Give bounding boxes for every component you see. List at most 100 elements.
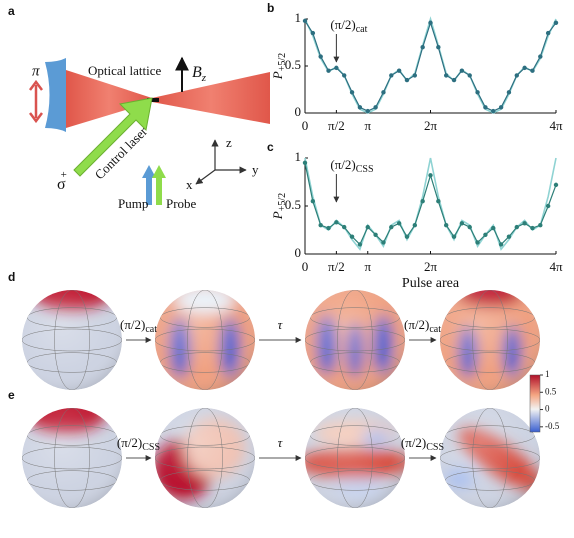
probe-beam [152,165,166,205]
data-point [357,242,363,247]
panel-label: c [267,140,274,154]
data-point [459,221,465,226]
x-tick-label: 0 [302,259,309,274]
data-point [522,65,527,71]
data-point [491,108,496,114]
step-subscript: CSS [426,442,444,453]
step-subscript: cat [145,324,157,335]
data-point [373,105,378,110]
panel-label: d [8,270,15,284]
y-tick-label: 1 [295,10,302,25]
data-point [349,90,355,95]
y-label-subscript: +5/2 [277,193,288,211]
data-point [451,234,457,239]
sphere [22,408,122,508]
y-axis-label: P+5/2 [270,53,288,80]
data-point [498,242,504,247]
step-label: (π/2)CSS [401,435,444,453]
data-point [396,221,402,226]
step-label: τ [278,317,284,332]
series-line [304,20,557,112]
data-point [545,203,551,209]
data-point [553,182,559,188]
meridian [337,290,373,390]
annotation-text: (π/2) [330,17,355,32]
x-tick-label: 4π [549,259,563,274]
data-point [475,240,480,245]
axis-z-label: z [226,135,232,150]
y-label-symbol: P [270,211,285,220]
x-tick-label: π/2 [328,118,345,133]
annotation: (π/2)cat [330,17,367,35]
field-subscript: z [201,72,207,84]
latitude [22,446,122,470]
series-line [304,16,557,114]
data-point [436,199,441,204]
data-point [428,20,433,25]
sigma-sup: + [61,169,67,181]
y-tick-label: 1 [295,149,302,164]
sigma: σ [57,176,66,193]
sphere-shade [155,408,255,508]
sphere [155,290,255,390]
latitude [310,470,400,491]
latitude [27,425,117,446]
y-axis-label: P+5/2 [270,193,288,220]
data-point [326,225,331,231]
data-point [514,73,519,78]
data-point [389,224,394,230]
sphere-shade [155,290,255,390]
data-point [318,223,323,228]
annotation-subscript: CSS [356,164,374,175]
sphere-shade [440,408,540,508]
latitude [310,307,400,328]
x-tick-label: π [364,118,371,133]
data-point [420,45,425,50]
latitude [155,328,255,352]
lattice-beam [66,70,152,128]
latitude [440,446,540,470]
control-laser [73,97,153,177]
y-tick-label: 0 [295,104,302,119]
data-point [506,90,512,95]
step-label: (π/2)cat [120,317,157,335]
latitude [445,470,535,491]
sphere [440,290,540,390]
panel-label: b [267,1,274,15]
data-point [310,30,316,36]
data-point [483,105,488,110]
data-point [389,73,394,78]
data-point [381,240,386,245]
axis-x-label: x [186,177,193,192]
data-point [538,54,543,59]
sphere-shade [305,408,405,508]
latitude [27,307,117,328]
data-point [396,68,402,73]
data-point [530,225,535,231]
panel-label: a [8,4,15,18]
colorbar-tick-label: -0.5 [545,421,560,431]
axes-triad [195,139,247,185]
polarization-label: σ+ [57,169,67,193]
colorbar-tick-label: 1 [545,369,550,379]
x-tick-label: 4π [549,118,563,133]
x-tick-label: π [364,259,371,274]
data-point [404,234,410,239]
meridian [187,408,223,508]
latitude [160,470,250,491]
lattice-label: Optical lattice [88,63,162,78]
data-point [538,223,543,228]
panel-a: a π Optical lattice Bz Control laser σ+ … [8,4,270,211]
latitude [445,352,535,373]
meridian [337,408,373,508]
data-point [412,73,418,78]
y-tick-label: 0.5 [285,197,301,212]
atoms [147,98,159,102]
data-point [412,223,418,228]
latitude [22,328,122,352]
data-point [467,224,472,230]
axis-x [195,169,216,185]
data-point [498,105,504,110]
latitude [445,425,535,446]
latitude [160,352,250,373]
